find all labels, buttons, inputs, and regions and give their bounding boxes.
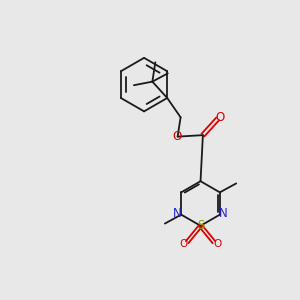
Text: O: O [179, 239, 188, 249]
Text: O: O [172, 130, 182, 143]
Text: N: N [219, 207, 228, 220]
Text: N: N [173, 207, 182, 220]
Text: O: O [215, 111, 224, 124]
Text: S: S [197, 219, 204, 232]
Text: O: O [214, 239, 222, 249]
